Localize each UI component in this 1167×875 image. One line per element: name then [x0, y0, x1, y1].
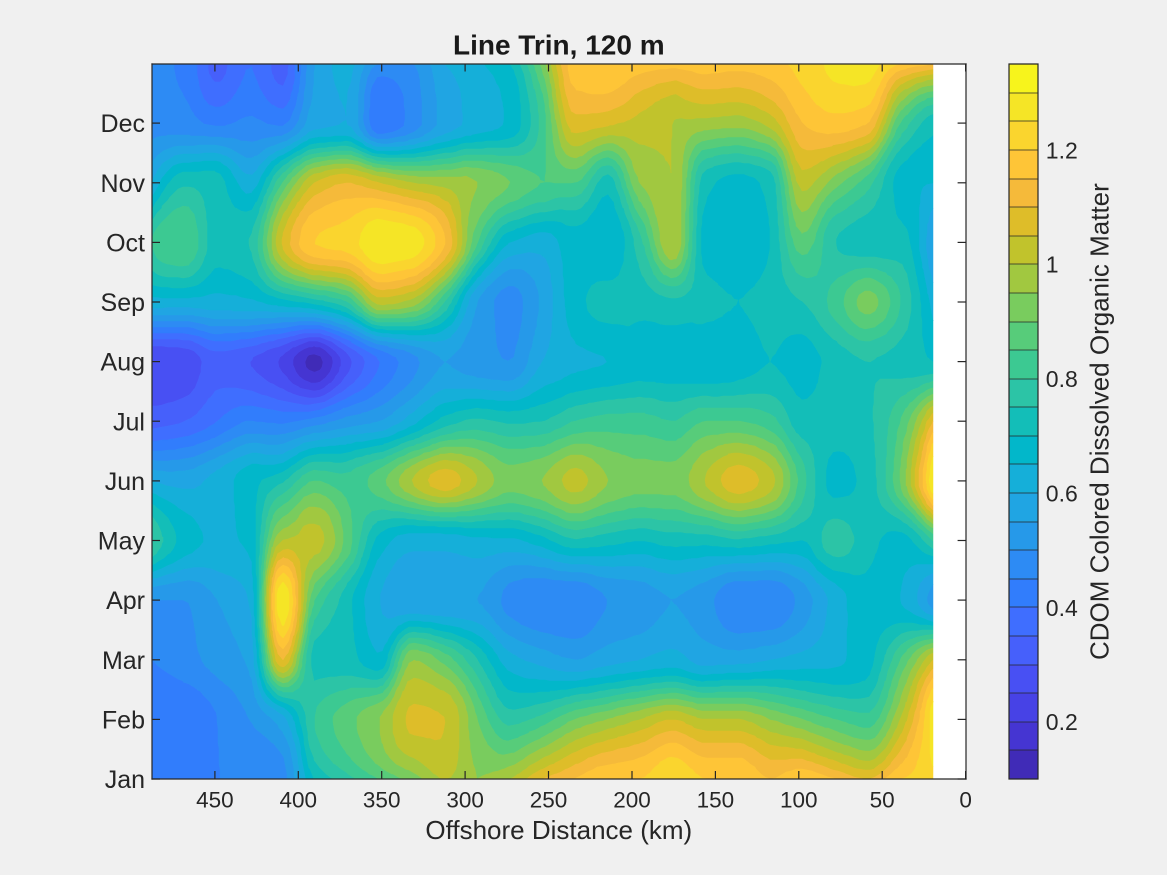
svg-text:200: 200	[613, 787, 651, 812]
svg-text:Offshore Distance (km): Offshore Distance (km)	[425, 815, 692, 845]
svg-text:Jul: Jul	[113, 408, 145, 436]
svg-text:CDOM Colored Dissolved Organic: CDOM Colored Dissolved Organic Matter	[1085, 183, 1115, 660]
svg-text:300: 300	[446, 787, 484, 812]
svg-text:Feb: Feb	[102, 706, 145, 734]
svg-text:0.2: 0.2	[1046, 709, 1078, 735]
svg-text:400: 400	[280, 787, 318, 812]
svg-text:Apr: Apr	[106, 587, 145, 615]
svg-text:100: 100	[780, 787, 818, 812]
svg-text:1: 1	[1046, 252, 1059, 278]
svg-text:0.4: 0.4	[1046, 595, 1078, 621]
svg-text:Sep: Sep	[101, 289, 145, 317]
svg-text:450: 450	[196, 787, 234, 812]
svg-text:Aug: Aug	[101, 349, 145, 377]
svg-text:50: 50	[870, 787, 895, 812]
svg-text:Dec: Dec	[101, 110, 145, 138]
svg-text:0.8: 0.8	[1046, 366, 1078, 392]
svg-text:Line Trin, 120 m: Line Trin, 120 m	[453, 30, 665, 61]
svg-text:1.2: 1.2	[1046, 137, 1078, 163]
svg-text:Mar: Mar	[102, 647, 145, 675]
svg-text:0: 0	[959, 787, 972, 812]
svg-text:Nov: Nov	[101, 170, 146, 198]
svg-text:0.6: 0.6	[1046, 480, 1078, 506]
svg-text:150: 150	[697, 787, 735, 812]
svg-text:Oct: Oct	[106, 229, 145, 257]
svg-text:250: 250	[530, 787, 568, 812]
svg-text:350: 350	[363, 787, 401, 812]
svg-text:Jan: Jan	[105, 766, 145, 794]
svg-text:May: May	[98, 528, 146, 556]
svg-text:Jun: Jun	[105, 468, 145, 496]
